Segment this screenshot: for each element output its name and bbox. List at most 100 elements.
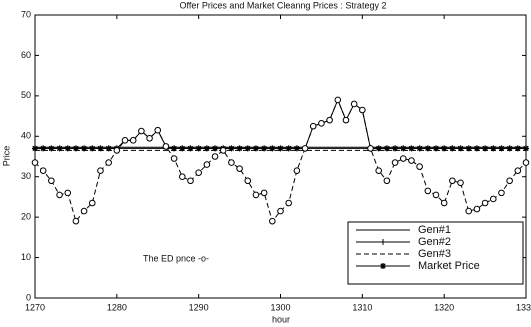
- marker: [277, 207, 284, 215]
- marker: [195, 145, 202, 152]
- marker: [375, 167, 383, 174]
- marker: [375, 145, 382, 152]
- marker: [359, 106, 366, 114]
- series-line: [35, 98, 526, 149]
- marker: [31, 159, 39, 166]
- x-tick-label: 1290: [189, 302, 209, 312]
- marker: [473, 145, 480, 152]
- marker: [146, 135, 153, 142]
- marker: [301, 145, 309, 152]
- marker: [105, 145, 112, 152]
- y-tick-label: 60: [21, 50, 31, 60]
- marker: [392, 145, 399, 152]
- marker: [498, 189, 505, 197]
- marker: [383, 177, 391, 185]
- marker: [260, 189, 268, 197]
- marker: [309, 122, 317, 130]
- marker: [440, 199, 448, 207]
- marker: [457, 179, 464, 187]
- marker: [252, 145, 259, 152]
- marker: [489, 195, 497, 203]
- marker: [380, 263, 386, 269]
- marker: [80, 207, 88, 215]
- marker: [400, 145, 407, 152]
- marker: [179, 173, 186, 181]
- marker: [408, 157, 415, 164]
- x-tick-label: 1270: [25, 302, 45, 312]
- marker: [399, 155, 407, 162]
- y-axis-label: Price: [1, 146, 11, 167]
- marker: [514, 167, 522, 174]
- marker: [105, 159, 112, 166]
- marker: [72, 217, 80, 225]
- marker: [72, 145, 79, 152]
- marker: [56, 145, 63, 152]
- legend-label: Gen#1: [418, 224, 451, 236]
- marker: [441, 145, 448, 152]
- marker: [522, 159, 530, 166]
- marker: [187, 177, 194, 185]
- marker: [97, 167, 104, 174]
- marker: [383, 145, 390, 152]
- marker: [449, 177, 456, 185]
- marker: [261, 145, 268, 152]
- marker: [162, 143, 170, 150]
- marker: [432, 145, 439, 152]
- marker: [465, 207, 473, 215]
- marker: [465, 145, 472, 152]
- y-tick-label: 30: [21, 171, 31, 181]
- y-tick-label: 20: [21, 212, 31, 222]
- marker: [380, 239, 386, 245]
- marker: [252, 191, 260, 199]
- marker: [32, 145, 38, 152]
- marker: [113, 147, 121, 154]
- marker: [449, 145, 456, 152]
- marker: [334, 96, 342, 104]
- legend-label: Gen#2: [418, 236, 451, 248]
- marker: [211, 153, 219, 160]
- marker: [203, 161, 211, 168]
- marker: [228, 145, 235, 152]
- marker: [219, 147, 227, 154]
- marker: [121, 137, 129, 144]
- marker: [244, 177, 252, 185]
- marker: [236, 165, 243, 172]
- marker: [326, 116, 333, 124]
- marker: [277, 145, 284, 152]
- marker: [228, 159, 235, 166]
- marker: [350, 100, 358, 108]
- x-tick-label: 1280: [107, 302, 127, 312]
- marker: [212, 145, 219, 152]
- y-tick-label: 70: [21, 9, 31, 19]
- y-tick-label: 10: [21, 252, 31, 262]
- marker: [416, 145, 423, 152]
- marker: [81, 145, 88, 152]
- marker: [514, 145, 521, 152]
- legend-label: Market Price: [418, 260, 480, 272]
- legend-label: Gen#3: [418, 248, 451, 260]
- legend-box: [347, 221, 524, 285]
- marker: [285, 199, 292, 207]
- marker: [64, 145, 71, 152]
- y-tick-label: 40: [21, 131, 31, 141]
- marker: [285, 145, 292, 152]
- marker: [424, 145, 431, 152]
- annotation: The ED pnce -o-: [143, 253, 209, 263]
- marker: [138, 127, 145, 135]
- marker: [342, 116, 350, 124]
- marker: [187, 145, 194, 152]
- marker: [97, 145, 104, 152]
- marker: [523, 145, 529, 152]
- marker: [432, 191, 440, 199]
- marker: [89, 145, 96, 152]
- marker: [48, 145, 55, 152]
- x-tick-label: 1320: [434, 302, 454, 312]
- marker: [269, 145, 276, 152]
- marker: [416, 163, 423, 170]
- x-axis-label: hour: [272, 314, 290, 324]
- marker: [367, 145, 374, 152]
- marker: [195, 169, 202, 176]
- marker: [318, 120, 325, 127]
